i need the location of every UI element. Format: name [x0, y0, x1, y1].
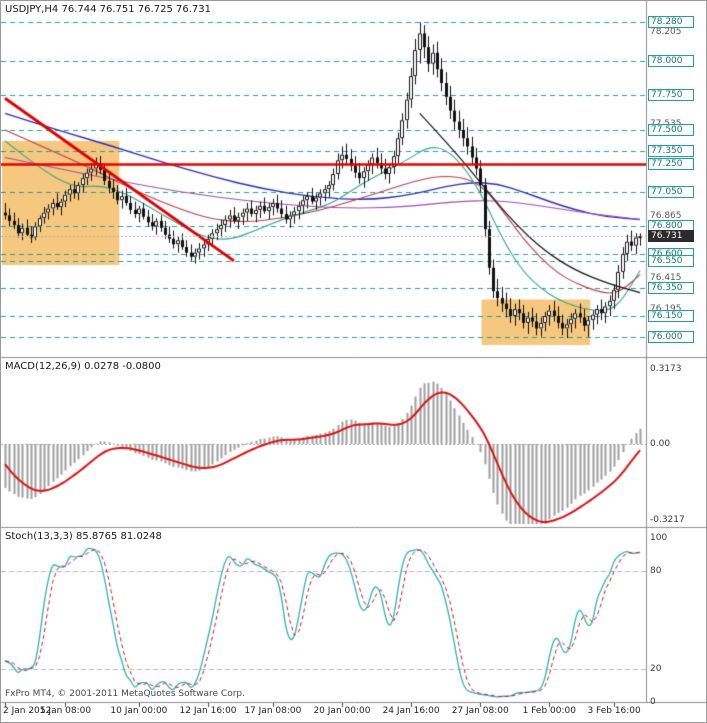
level-price-label: 77.250 — [648, 158, 694, 170]
macd-scale-label: -0.3217 — [650, 514, 685, 525]
macd-indicator-label: MACD(12,26,9) 0.0278 -0.0800 — [5, 361, 161, 372]
macd-scale-label: 0.3173 — [650, 364, 682, 375]
copyright-text: FxPro MT4, © 2001-2011 MetaQuotes Softwa… — [5, 689, 245, 699]
axis-price-label: 76.865 — [650, 211, 682, 221]
current-price-tag: 76.731 — [648, 230, 694, 242]
time-axis-label: 5 Jan 08:00 — [39, 706, 92, 716]
macd-scale-label: 0.00 — [650, 439, 671, 449]
level-price-label: 78.000 — [648, 55, 694, 67]
price-axis: 78.28078.20578.00077.75077.53577.50077.3… — [647, 1, 706, 357]
level-price-label: 76.000 — [648, 331, 694, 343]
level-price-label: 76.350 — [648, 282, 694, 294]
level-price-label: 77.350 — [648, 145, 694, 157]
level-price-label: 77.050 — [648, 186, 694, 198]
time-axis-label: 17 Jan 08:00 — [244, 706, 302, 716]
level-price-label: 77.750 — [648, 89, 694, 101]
chart-symbol-title: USDJPY,H4 76.744 76.751 76.725 76.731 — [5, 4, 211, 15]
level-price-label: 77.500 — [648, 124, 694, 136]
stoch-scale-label: 100 — [650, 533, 668, 543]
stoch-indicator-label: Stoch(13,3,3) 85.8765 81.0248 — [5, 531, 162, 542]
axis-price-label: 78.205 — [650, 27, 682, 37]
axis-price-label: 76.195 — [650, 304, 682, 314]
time-axis-label: 2 Jan 2012 — [3, 706, 52, 716]
stoch-scale-axis: 100 80 20 0 — [647, 528, 706, 707]
macd-scale-axis: 0.3173 0.00 -0.3217 — [647, 358, 706, 526]
time-axis-label: 27 Jan 08:00 — [451, 706, 509, 716]
time-axis-label: 1 Feb 00:00 — [522, 706, 576, 716]
stoch-scale-label: 20 — [650, 664, 662, 675]
level-price-label: 76.550 — [648, 255, 694, 267]
time-axis: 2 Jan 2012 5 Jan 08:00 10 Jan 00:00 12 Jan … — [1, 703, 706, 722]
time-axis-label: 24 Jan 16:00 — [382, 706, 440, 716]
level-price-label: 78.280 — [648, 16, 694, 28]
axis-price-label: 76.415 — [650, 273, 682, 283]
time-axis-label: 10 Jan 00:00 — [110, 706, 168, 716]
level-price-label: 76.150 — [648, 310, 694, 322]
stoch-scale-label: 80 — [650, 565, 662, 576]
time-axis-label: 3 Feb 16:00 — [587, 706, 641, 716]
time-axis-label: 20 Jan 00:00 — [313, 706, 371, 716]
time-axis-label: 12 Jan 16:00 — [179, 706, 237, 716]
stoch-scale-label: 0 — [650, 697, 656, 707]
